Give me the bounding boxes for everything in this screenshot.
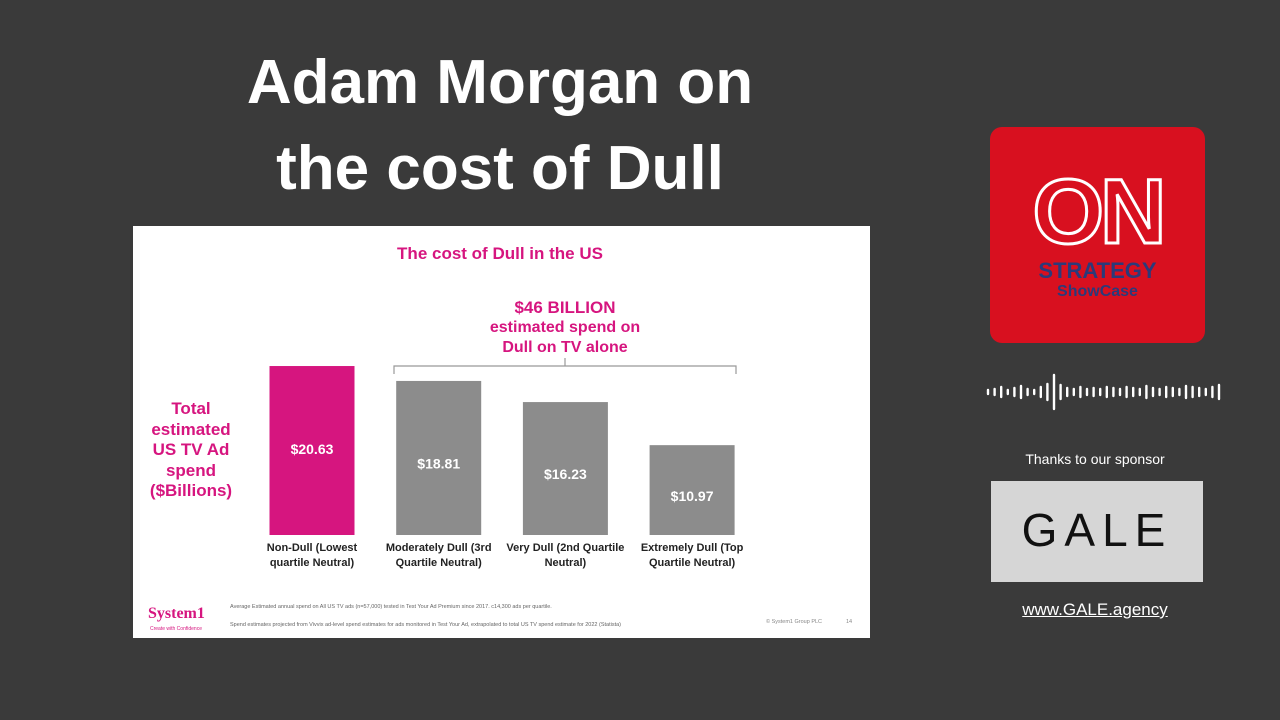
chart-title: The cost of Dull in the US xyxy=(397,244,603,263)
footer-tagline: Create with Confidence xyxy=(150,626,202,632)
bracket xyxy=(393,358,737,374)
bar xyxy=(269,366,355,535)
bar xyxy=(649,445,735,535)
podcast-mark: ON xyxy=(1031,160,1168,265)
x-tick-label: Moderately Dull (3rd Quartile Neutral) xyxy=(385,542,492,569)
sponsor-link[interactable]: www.GALE.agency xyxy=(1022,600,1168,619)
podcast-title: STRATEGY xyxy=(1038,258,1157,283)
annotation-line: Dull on TV alone xyxy=(502,339,628,356)
podcast-subtitle: ShowCase xyxy=(1057,283,1138,300)
x-tick-label: Very Dull (2nd Quartile Neutral) xyxy=(506,542,625,569)
bar xyxy=(396,380,482,535)
annotation-line: $46 BILLION xyxy=(514,298,616,317)
footer-logo: System1 xyxy=(148,605,205,622)
x-tick-label: Extremely Dull (Top Quartile Neutral) xyxy=(640,542,744,569)
waveform xyxy=(986,373,1221,411)
footer-note: Spend estimates projected from Vivvix ad… xyxy=(230,622,622,628)
heading: Adam Morgan on the cost of Dull xyxy=(150,40,850,212)
footer-note: Average Estimated annual spend on All US… xyxy=(230,604,552,610)
value-label: $10.97 xyxy=(671,488,714,504)
x-tick-label: Non-Dull (Lowest quartile Neutral) xyxy=(266,542,358,569)
annotation-line: estimated spend on xyxy=(489,319,641,336)
heading-line: the cost of Dull xyxy=(276,134,724,203)
podcast-logo-bg xyxy=(990,127,1205,343)
sponsor-thanks: Thanks to our sponsor xyxy=(1025,451,1165,467)
sponsor-logo: GALE xyxy=(1021,504,1173,556)
page-number: 14 xyxy=(846,619,853,625)
heading-line: Adam Morgan on xyxy=(246,48,754,117)
value-label: $18.81 xyxy=(417,456,460,472)
chart-panel xyxy=(133,226,870,638)
annotation: $46 BILLION estimated spend on Dull on T… xyxy=(440,298,690,358)
y-axis-label: Total estimated US TV Ad spend ($Billion… xyxy=(149,399,233,500)
value-label: $20.63 xyxy=(291,441,334,457)
value-label: $16.23 xyxy=(544,466,587,482)
sponsor-logo-bg xyxy=(991,481,1203,582)
copyright: © System1 Group PLC xyxy=(766,619,823,625)
bar xyxy=(522,402,608,535)
